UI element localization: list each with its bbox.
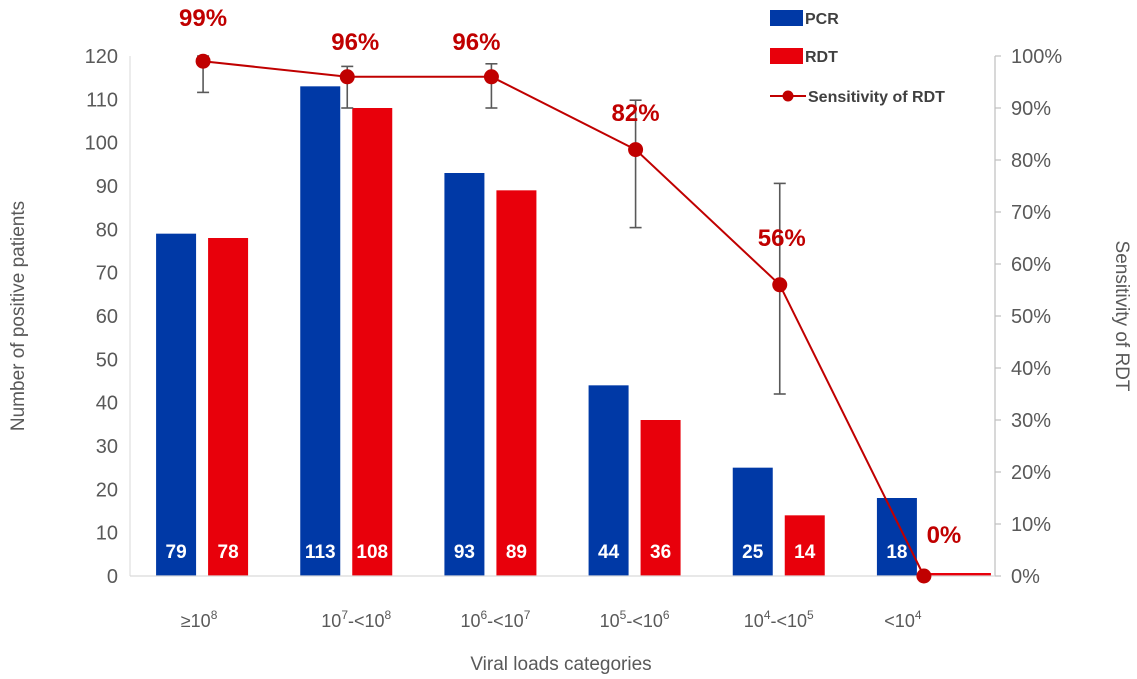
y2-axis-title: Sensitivity of RDT	[1111, 241, 1132, 392]
y-tick-label: 80	[96, 219, 118, 241]
bar-label-pcr: 25	[742, 542, 764, 563]
y2-tick-label: 40%	[1011, 358, 1051, 380]
x-axis: ≥108 107-<108 106-<107 105-<106 104-<105 <104	[181, 608, 922, 631]
bar-pcr	[300, 86, 341, 576]
bar-label-rdt: 108	[356, 542, 388, 563]
sensitivity-label: 56%	[758, 225, 806, 252]
y2-tick-label: 20%	[1011, 462, 1051, 484]
sensitivity-point	[483, 69, 499, 85]
x-tick-label: 106-<107	[460, 608, 530, 631]
y-tick-label: 70	[96, 263, 118, 285]
legend: PCR RDT Sensitivity of RDT	[770, 10, 945, 106]
y-tick-label: 40	[96, 393, 118, 415]
bar-label-rdt: 89	[506, 542, 527, 563]
x-tick-label: <104	[884, 608, 922, 631]
bars: 79 78 113 108 93 89 44 36 25 14 18 0	[130, 86, 995, 577]
sensitivity-point	[916, 568, 932, 584]
y-tick-label: 90	[96, 176, 118, 198]
x-tick-label: ≥108	[181, 608, 218, 631]
bar-rdt	[640, 420, 681, 576]
bar-label-pcr: 113	[305, 542, 336, 563]
y-tick-label: 0	[107, 566, 118, 588]
sensitivity-label: 99%	[179, 5, 227, 32]
y2-tick-label: 30%	[1011, 410, 1051, 432]
legend-label-pcr: PCR	[805, 11, 839, 28]
sensitivity-point	[339, 69, 355, 85]
legend-swatch-rdt	[770, 48, 803, 64]
sensitivity-path	[202, 60, 925, 577]
y2-axis: 0% 10% 20% 30% 40% 50% 60% 70% 80% 90% 100%	[994, 46, 1062, 588]
sensitivity-label: 82%	[612, 100, 660, 127]
x-tick-label: 105-<106	[600, 608, 670, 631]
bar-label-rdt: 0	[929, 540, 940, 561]
sensitivity-label: 96%	[331, 29, 379, 56]
bar-label-pcr: 79	[166, 542, 187, 563]
y-tick-label: 110	[86, 89, 118, 111]
y-tick-label: 50	[96, 349, 118, 371]
bar-label-rdt: 78	[218, 542, 239, 563]
y2-tick-label: 60%	[1011, 254, 1051, 276]
sensitivity-point	[772, 277, 788, 293]
bar-label-rdt: 14	[794, 542, 816, 563]
sensitivity-label: 0%	[927, 522, 962, 549]
sensitivity-point	[195, 53, 211, 69]
legend-label-rdt: RDT	[805, 49, 838, 66]
y2-tick-label: 50%	[1011, 306, 1051, 328]
bar-rdt	[352, 108, 393, 576]
y-axis-title: Number of positive patients	[8, 201, 29, 431]
y-tick-label: 120	[85, 46, 118, 68]
legend-marker-sensitivity	[782, 90, 794, 102]
bar-label-pcr: 18	[886, 542, 907, 563]
bar-label-pcr: 93	[454, 542, 475, 563]
legend-label-sensitivity: Sensitivity of RDT	[808, 89, 945, 106]
bar-rdt	[920, 573, 991, 576]
y-tick-label: 10	[96, 523, 118, 545]
y2-tick-label: 100%	[1011, 46, 1062, 68]
sensitivity-label: 96%	[452, 29, 500, 56]
x-tick-label: 104-<105	[744, 608, 814, 631]
sensitivity-point	[628, 142, 644, 158]
y-tick-label: 100	[85, 133, 118, 155]
y-axis: 0 10 20 30 40 50 60 70 80 90 100 110 120	[85, 46, 131, 588]
y-tick-label: 60	[96, 306, 118, 328]
sensitivity-line: 99% 96% 96% 82% 56% 0%	[179, 5, 961, 584]
y2-tick-label: 70%	[1011, 202, 1051, 224]
bar-pcr	[876, 498, 917, 576]
y-tick-label: 20	[96, 479, 118, 501]
y2-tick-label: 90%	[1011, 98, 1051, 120]
x-tick-label: 107-<108	[321, 608, 391, 631]
bar-rdt	[496, 190, 537, 577]
bar-rdt	[784, 515, 825, 576]
y2-tick-label: 10%	[1011, 514, 1051, 536]
bar-rdt	[208, 238, 249, 576]
bar-pcr	[588, 385, 629, 576]
y-tick-label: 30	[96, 436, 118, 458]
bar-pcr	[732, 467, 773, 576]
bar-pcr	[444, 173, 485, 576]
legend-swatch-pcr	[770, 10, 803, 26]
y2-tick-label: 80%	[1011, 150, 1051, 172]
bar-pcr	[156, 233, 197, 576]
bar-label-pcr: 44	[598, 542, 620, 563]
y2-tick-label: 0%	[1011, 566, 1040, 588]
bar-label-rdt: 36	[650, 542, 671, 563]
x-axis-title: Viral loads categories	[470, 654, 651, 675]
